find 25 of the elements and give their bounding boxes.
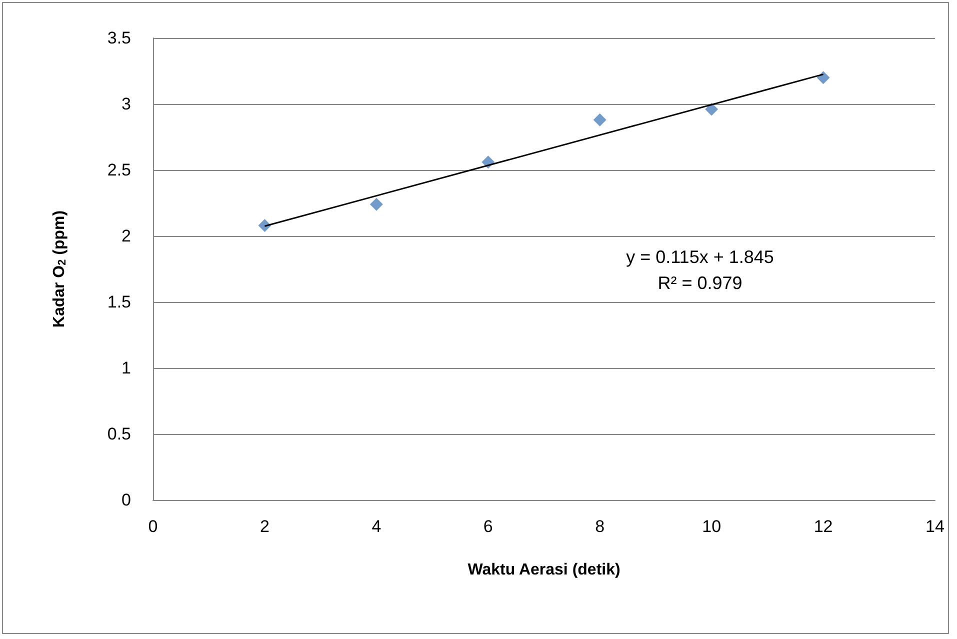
x-axis-title: Waktu Aerasi (detik) (468, 562, 620, 578)
annotation: y = 0.115x + 1.845 (626, 247, 774, 267)
y-tick-label: 3.5 (107, 28, 131, 48)
y-tick-label: 0 (122, 490, 131, 510)
y-axis-title: Kadar O2 (ppm) (51, 210, 68, 328)
y-tick-label: 2.5 (107, 160, 131, 180)
x-tick-label: 10 (702, 517, 722, 536)
point (258, 218, 272, 232)
x-tick-label: 12 (814, 517, 833, 536)
y-tick-label: 1 (122, 358, 131, 378)
x-tick-label: 2 (260, 517, 270, 536)
point (370, 198, 383, 211)
y-tick-label: 1.5 (107, 292, 131, 312)
annotation: R² = 0.979 (658, 273, 742, 293)
y-tick-label: 3 (122, 94, 131, 114)
point (705, 102, 718, 116)
y-tick-label: 2 (122, 226, 131, 246)
x-tick-label: 0 (148, 517, 158, 536)
x-tick-label: 14 (926, 517, 944, 536)
y-tick-label: 0.5 (107, 424, 131, 444)
x-tick-label: 4 (372, 517, 382, 536)
x-tick-label: 8 (595, 517, 605, 536)
point (593, 113, 606, 126)
x-tick-label: 6 (483, 517, 493, 536)
point (816, 71, 830, 84)
